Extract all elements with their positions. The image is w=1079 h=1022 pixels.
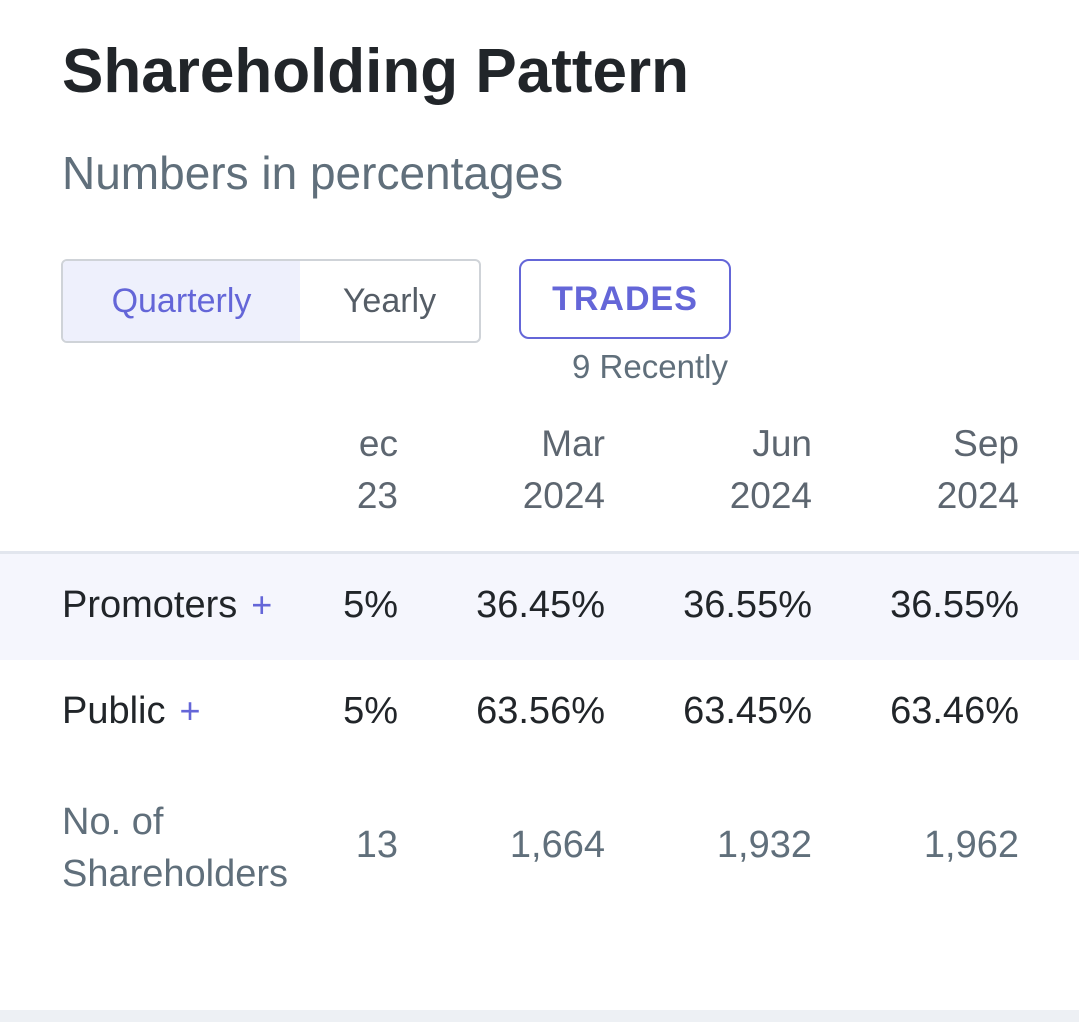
table-cell: 63.45% xyxy=(683,690,812,732)
table-row-promoters[interactable]: Promoters + 5% 36.45% 36.55% 36.55% xyxy=(0,554,1079,660)
expand-plus-icon[interactable]: + xyxy=(179,690,201,731)
column-header-sep-2024: Sep 2024 xyxy=(819,418,1019,522)
expand-plus-icon[interactable]: + xyxy=(251,584,273,625)
header-divider xyxy=(0,551,1079,554)
column-header-year: 23 xyxy=(356,475,398,516)
table-cell: 63.56% xyxy=(476,690,605,732)
column-header-month: Mar xyxy=(541,423,605,464)
table-cell: 13 xyxy=(355,824,398,866)
column-header-month: ec xyxy=(358,423,398,464)
table-cell: 5% xyxy=(343,690,398,732)
column-header-jun-2024: Jun 2024 xyxy=(612,418,812,522)
row-label-line: Shareholders xyxy=(62,853,289,895)
table-cell: 63.46% xyxy=(890,690,1019,732)
page-title: Shareholding Pattern xyxy=(62,37,689,106)
column-header-year: 2024 xyxy=(729,475,812,516)
table-cell: 1,962 xyxy=(923,824,1019,866)
table-cell: 36.45% xyxy=(476,584,605,626)
yearly-tab[interactable]: Yearly xyxy=(342,281,437,320)
period-toggle: Quarterly Yearly xyxy=(61,259,481,343)
trades-recent-count: 9 Recently xyxy=(572,348,728,385)
table-row-public[interactable]: Public + 5% 63.56% 63.45% 63.46% xyxy=(0,660,1079,766)
column-header-month: Sep xyxy=(953,423,1019,464)
column-header-year: 2024 xyxy=(936,475,1019,516)
column-header-mar-2024: Mar 2024 xyxy=(405,418,605,522)
row-label-shareholders: No. of Shareholders xyxy=(62,796,288,900)
table-cell: 36.55% xyxy=(890,584,1019,626)
column-header-month: Jun xyxy=(752,423,812,464)
column-header-year: 2024 xyxy=(522,475,605,516)
row-label-public: Public + xyxy=(62,690,201,733)
table-row-shareholders: No. of Shareholders 13 1,664 1,932 1,962 xyxy=(0,788,1079,908)
table-cell: 1,932 xyxy=(716,824,812,866)
row-label-text: Promoters xyxy=(62,584,238,626)
column-header-dec-2023: ec 23 xyxy=(198,418,398,522)
table-cell: 5% xyxy=(343,584,398,626)
bottom-divider xyxy=(0,1010,1079,1022)
table-cell: 1,664 xyxy=(509,824,605,866)
page-subtitle: Numbers in percentages xyxy=(62,147,564,199)
row-label-line: No. of xyxy=(62,801,164,843)
row-label-text: Public xyxy=(62,690,166,732)
row-label-promoters: Promoters + xyxy=(62,584,272,627)
table-cell: 36.55% xyxy=(683,584,812,626)
quarterly-tab[interactable]: Quarterly xyxy=(63,261,300,341)
trades-button[interactable]: TRADES xyxy=(519,259,731,339)
